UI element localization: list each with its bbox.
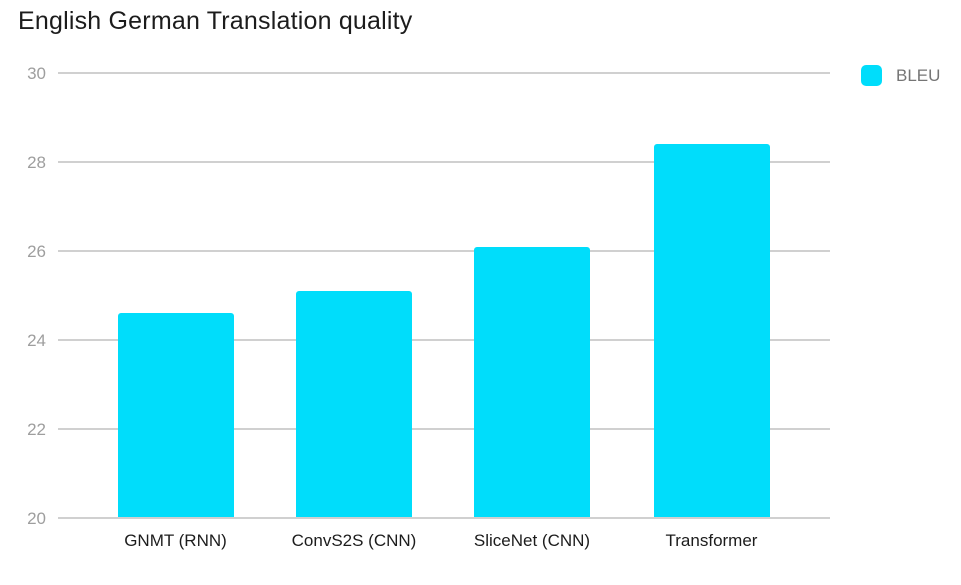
gridline [58, 517, 830, 519]
y-tick-label: 30 [27, 63, 46, 83]
y-tick-label: 24 [27, 330, 46, 350]
x-axis-label: ConvS2S (CNN) [291, 531, 417, 550]
x-axis-label: Transformer [665, 531, 758, 550]
y-tick-label: 26 [27, 241, 46, 261]
gridline [58, 161, 830, 163]
y-tick-label: 28 [27, 152, 46, 172]
x-axis-label: GNMT (RNN) [124, 531, 227, 550]
gridline [58, 339, 830, 341]
chart-title: English German Translation quality [18, 7, 413, 35]
gridline [58, 72, 830, 74]
y-tick-label: 20 [27, 508, 46, 528]
bar-transformer [653, 144, 770, 517]
y-tick-label: 22 [27, 419, 46, 439]
legend-swatch-icon [861, 65, 882, 86]
bar-slicenet-cnn [474, 246, 590, 517]
x-axis-label: SliceNet (CNN) [473, 531, 591, 550]
legend: BLEU [861, 65, 940, 86]
legend-label: BLEU [896, 65, 941, 85]
bar-gnmt-rnn [117, 313, 234, 517]
bar-convs2s-cnn [296, 291, 412, 517]
gridline [58, 250, 830, 252]
gridline [58, 428, 830, 430]
